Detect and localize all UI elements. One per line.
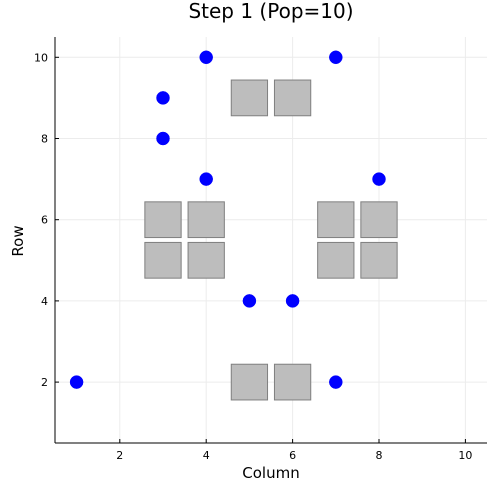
data-point <box>285 294 300 308</box>
tick-labels: 2 4 6 8 10 2 4 6 8 10 <box>34 51 472 462</box>
x-tick-label: 2 <box>116 449 123 462</box>
point-layer <box>69 50 386 389</box>
y-tick-label: 2 <box>41 376 48 389</box>
data-point <box>329 375 343 389</box>
data-point <box>69 375 84 389</box>
x-axis-title: Column <box>242 464 299 482</box>
y-tick-label: 8 <box>41 133 48 146</box>
axes <box>54 37 487 444</box>
obstacle-square <box>230 363 269 401</box>
grid <box>55 37 487 443</box>
x-tick-label: 4 <box>203 449 210 462</box>
obstacle-square <box>273 79 312 117</box>
data-point <box>372 172 386 186</box>
data-point <box>242 294 257 308</box>
obstacle-square <box>273 363 312 401</box>
y-tick-label: 6 <box>41 214 48 227</box>
y-tick-label: 4 <box>41 295 48 308</box>
data-point <box>156 91 170 105</box>
obstacle-square <box>317 241 355 279</box>
obstacle-square <box>360 201 398 239</box>
obstacle-square <box>230 79 269 117</box>
data-point <box>199 50 213 65</box>
data-point <box>156 131 170 146</box>
data-point <box>199 172 213 186</box>
obstacle-square <box>187 201 225 239</box>
y-axis-title: Row <box>9 225 27 256</box>
x-tick-label: 10 <box>458 449 472 462</box>
obstacle-layer <box>144 79 398 401</box>
x-tick-label: 8 <box>376 449 383 462</box>
obstacle-square <box>144 201 182 239</box>
obstacle-square <box>144 241 182 279</box>
obstacle-square <box>187 241 225 279</box>
data-point <box>329 50 343 65</box>
chart-title: Step 1 (Pop=10) <box>188 0 353 23</box>
obstacle-square <box>317 201 355 239</box>
x-tick-label: 6 <box>289 449 296 462</box>
y-tick-label: 10 <box>34 51 48 64</box>
obstacle-square <box>360 241 398 279</box>
